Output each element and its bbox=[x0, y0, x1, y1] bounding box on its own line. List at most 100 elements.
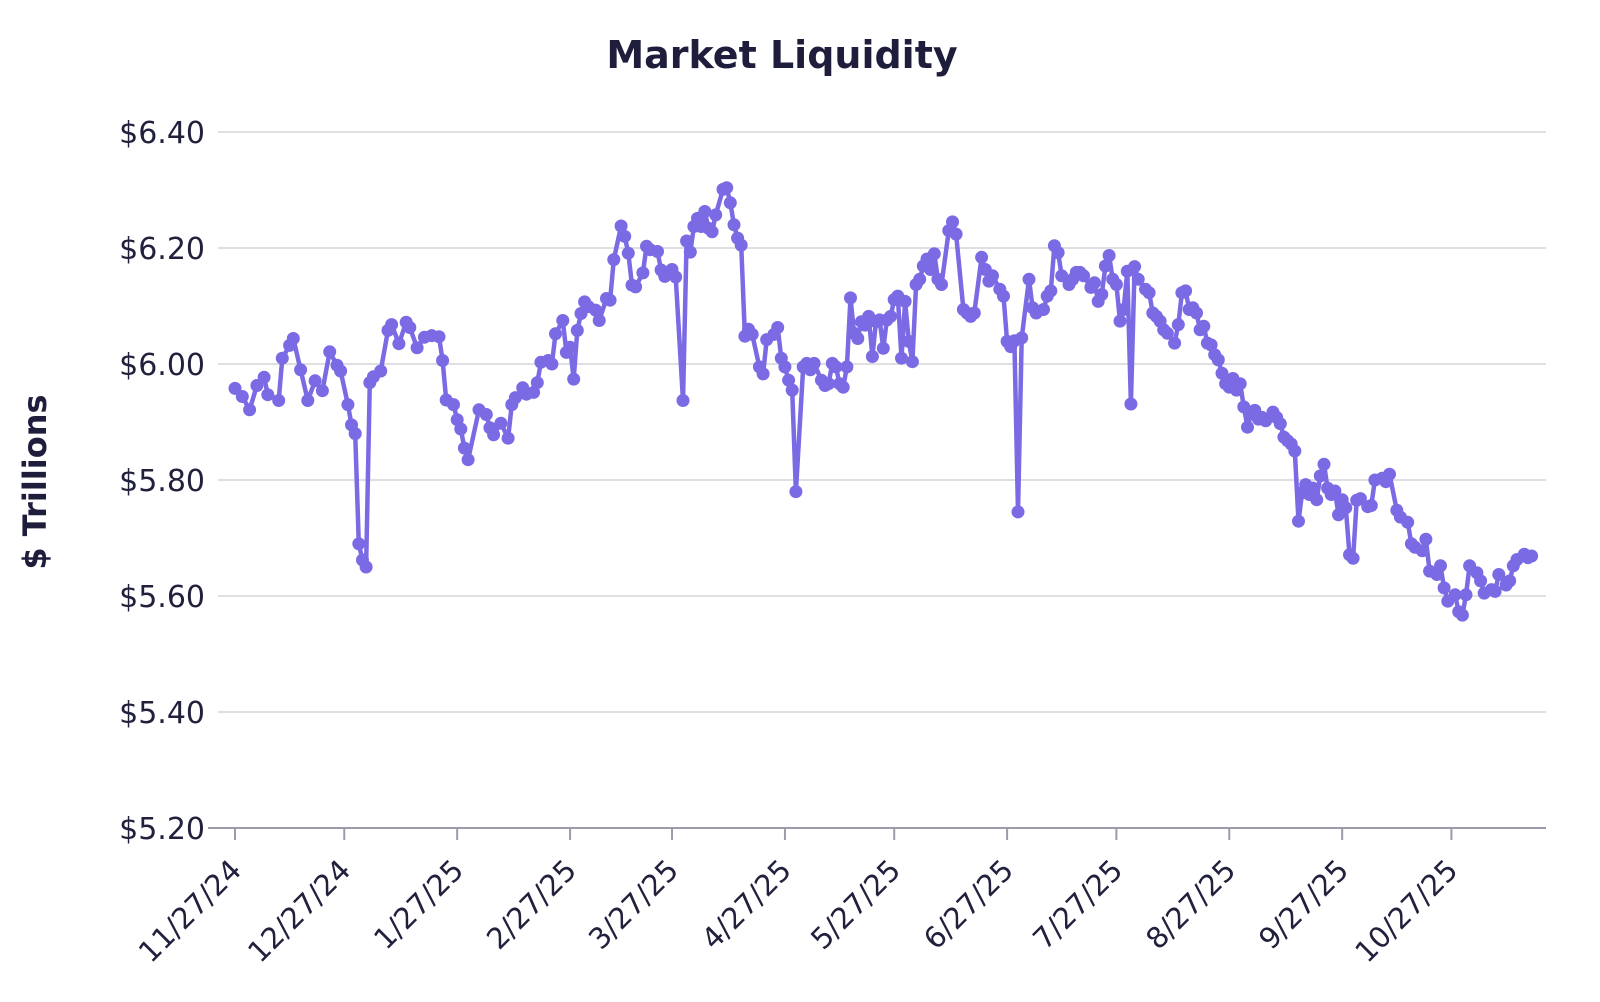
x-tick-label: 11/27/24 bbox=[132, 853, 248, 969]
data-point bbox=[457, 441, 471, 455]
data-point bbox=[243, 403, 257, 417]
data-point bbox=[1328, 484, 1342, 498]
data-point bbox=[286, 332, 300, 345]
data-point bbox=[257, 370, 271, 384]
data-point bbox=[374, 364, 388, 378]
data-point bbox=[556, 314, 570, 327]
data-point bbox=[479, 408, 493, 421]
data-point bbox=[621, 246, 635, 260]
data-point bbox=[822, 377, 836, 391]
data-point bbox=[829, 360, 843, 374]
data-point bbox=[935, 278, 948, 291]
data-point bbox=[771, 321, 785, 334]
x-tick-label: 5/27/25 bbox=[804, 853, 907, 956]
y-tick-label: $6.00 bbox=[119, 348, 205, 383]
series-line bbox=[232, 185, 1534, 618]
data-point bbox=[680, 234, 694, 248]
data-point bbox=[1317, 457, 1331, 471]
data-point bbox=[898, 294, 912, 308]
data-point bbox=[865, 350, 879, 363]
data-point bbox=[1102, 249, 1116, 262]
y-tick-labels: $6.40 $6.20 $6.00 $5.80 $5.60 $5.40 $5.20 bbox=[119, 116, 205, 847]
x-tick-label: 7/27/25 bbox=[1026, 853, 1129, 956]
data-point bbox=[789, 485, 803, 499]
data-point bbox=[1179, 284, 1193, 298]
data-point bbox=[924, 263, 938, 276]
data-point bbox=[592, 314, 606, 327]
data-point bbox=[778, 360, 792, 374]
data-point bbox=[629, 280, 643, 294]
data-point bbox=[734, 238, 748, 252]
data-point bbox=[1525, 549, 1539, 563]
x-tick-label: 1/27/25 bbox=[367, 853, 470, 956]
data-point bbox=[301, 394, 315, 407]
data-point bbox=[1310, 493, 1324, 507]
x-axis bbox=[208, 827, 1546, 840]
data-point bbox=[385, 318, 399, 332]
data-point bbox=[709, 208, 723, 222]
data-point bbox=[545, 357, 559, 371]
data-point bbox=[1273, 417, 1287, 431]
data-point bbox=[308, 374, 322, 388]
y-tick-label: $5.40 bbox=[119, 696, 205, 731]
x-tick-label: 4/27/25 bbox=[695, 853, 798, 956]
data-point bbox=[975, 250, 989, 264]
data-point bbox=[1113, 314, 1127, 328]
data-point bbox=[1288, 444, 1302, 458]
y-tick-label: $5.80 bbox=[119, 464, 205, 499]
data-point bbox=[436, 354, 450, 367]
data-point bbox=[1055, 269, 1069, 283]
data-point bbox=[1098, 259, 1112, 273]
data-point bbox=[618, 229, 632, 243]
gridlines bbox=[218, 131, 1546, 713]
data-point bbox=[756, 367, 770, 381]
data-point bbox=[676, 394, 690, 407]
data-point bbox=[235, 390, 249, 403]
data-point bbox=[530, 376, 544, 390]
data-point bbox=[1415, 544, 1429, 558]
data-point bbox=[1211, 353, 1225, 367]
data-point bbox=[549, 327, 562, 341]
data-point bbox=[1124, 397, 1138, 411]
data-point bbox=[359, 560, 373, 574]
data-point bbox=[1233, 377, 1247, 391]
x-tick-label: 8/27/25 bbox=[1139, 853, 1242, 956]
chart-title: Market Liquidity bbox=[606, 33, 958, 77]
data-point bbox=[1437, 581, 1451, 595]
data-point bbox=[913, 272, 927, 286]
data-point bbox=[1313, 469, 1327, 483]
data-point bbox=[1459, 588, 1473, 602]
data-point bbox=[927, 247, 941, 261]
data-point bbox=[698, 205, 712, 218]
data-point bbox=[1215, 366, 1229, 380]
data-point bbox=[884, 309, 898, 323]
data-point bbox=[1044, 284, 1058, 298]
data-point bbox=[494, 416, 508, 430]
data-point bbox=[946, 215, 959, 229]
data-point bbox=[636, 266, 650, 280]
data-point bbox=[1088, 276, 1101, 290]
data-point bbox=[1346, 551, 1360, 565]
data-point bbox=[1109, 278, 1123, 291]
data-point bbox=[905, 355, 919, 369]
data-point bbox=[1306, 481, 1320, 495]
data-point bbox=[603, 293, 617, 307]
data-point bbox=[986, 269, 999, 283]
data-point bbox=[1419, 532, 1433, 546]
data-point bbox=[807, 356, 821, 370]
data-point bbox=[895, 351, 908, 365]
data-point bbox=[315, 384, 329, 398]
data-point bbox=[432, 330, 446, 344]
data-point bbox=[614, 219, 628, 233]
data-point bbox=[1339, 501, 1353, 515]
data-point bbox=[745, 327, 759, 341]
data-point bbox=[527, 385, 541, 399]
data-point bbox=[1095, 287, 1109, 301]
x-tick-label: 9/27/25 bbox=[1252, 853, 1355, 956]
data-point bbox=[352, 537, 366, 551]
data-point bbox=[1448, 588, 1462, 602]
data-point bbox=[1292, 514, 1305, 528]
